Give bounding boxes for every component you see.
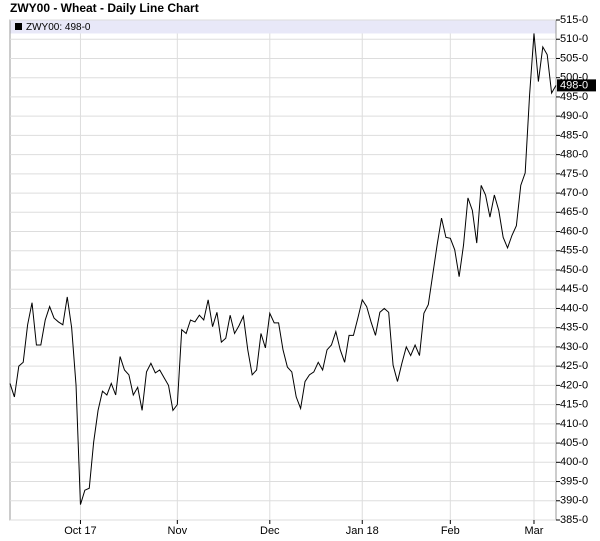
last-price-label: 498-0	[560, 79, 588, 91]
y-tick-label: 490-0	[560, 110, 588, 122]
x-tick-label: Feb	[441, 525, 460, 537]
y-tick-label: 415-0	[560, 399, 588, 411]
y-tick-label: 505-0	[560, 52, 588, 64]
x-tick-label: Jan 18	[346, 525, 379, 537]
y-tick-label: 440-0	[560, 302, 588, 314]
y-tick-label: 475-0	[560, 168, 588, 180]
x-tick-label: Mar	[525, 525, 544, 537]
y-tick-label: 480-0	[560, 149, 588, 161]
legend-swatch	[15, 23, 22, 30]
y-tick-label: 395-0	[560, 475, 588, 487]
x-tick-label: Nov	[168, 525, 188, 537]
y-tick-label: 390-0	[560, 495, 588, 507]
y-tick-label: 410-0	[560, 418, 588, 430]
y-tick-label: 435-0	[560, 322, 588, 334]
legend-band	[10, 20, 556, 34]
y-tick-label: 460-0	[560, 225, 588, 237]
y-tick-label: 445-0	[560, 283, 588, 295]
y-tick-label: 515-0	[560, 14, 588, 26]
y-tick-label: 485-0	[560, 129, 588, 141]
y-tick-label: 425-0	[560, 360, 588, 372]
last-price-box	[557, 79, 596, 92]
y-tick-label: 385-0	[560, 514, 588, 526]
y-tick-label: 430-0	[560, 341, 588, 353]
chart-title: ZWY00 - Wheat - Daily Line Chart	[10, 1, 199, 15]
x-tick-label: Dec	[260, 525, 280, 537]
y-tick-label: 450-0	[560, 264, 588, 276]
y-tick-label: 495-0	[560, 91, 588, 103]
y-tick-label: 510-0	[560, 33, 588, 45]
y-tick-label: 420-0	[560, 379, 588, 391]
price-line	[9, 33, 557, 505]
y-tick-label: 465-0	[560, 206, 588, 218]
y-tick-label: 470-0	[560, 187, 588, 199]
legend-label: ZWY00: 498-0	[26, 22, 91, 33]
y-tick-label: 405-0	[560, 437, 588, 449]
y-tick-label: 455-0	[560, 245, 588, 257]
x-tick-label: Oct 17	[64, 525, 96, 537]
y-tick-label: 400-0	[560, 456, 588, 468]
